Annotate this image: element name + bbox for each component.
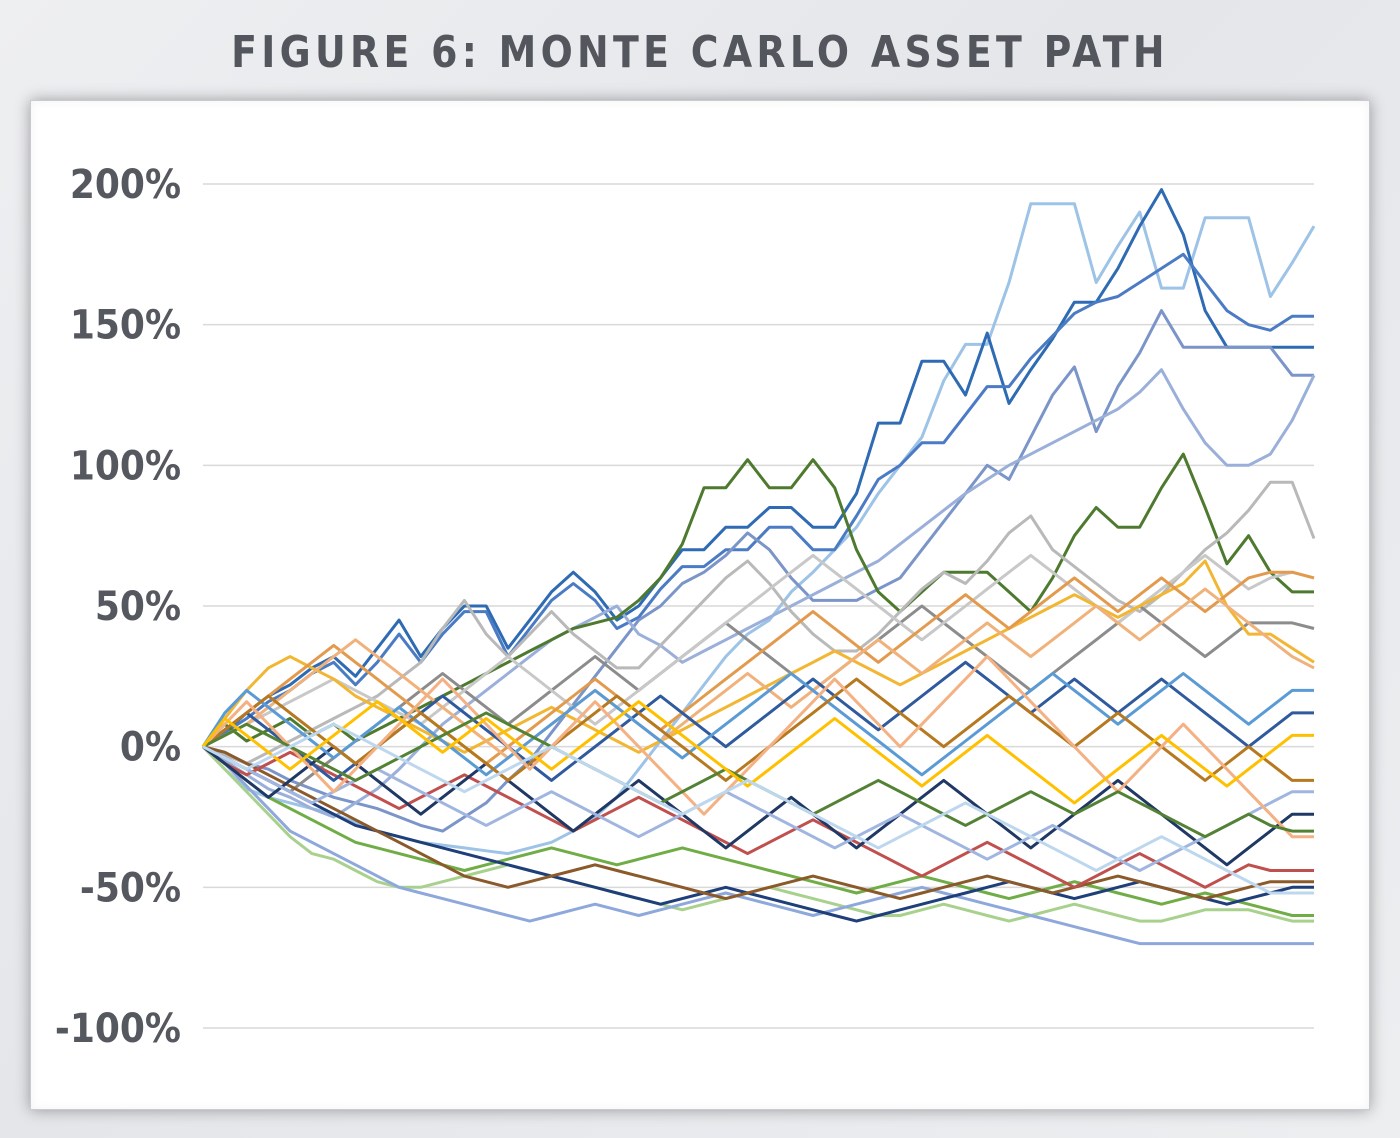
series-line-14 xyxy=(202,745,1314,917)
chart-frame: 200% 150% 100% 50% 0% -50% -100% xyxy=(30,100,1370,1110)
series-line-3 xyxy=(202,252,1314,748)
series-line-15 xyxy=(202,745,1314,946)
series-line-24 xyxy=(201,655,1314,839)
series-line-21 xyxy=(201,672,1314,777)
series-line-12 xyxy=(202,587,1315,760)
series-line-5 xyxy=(202,368,1316,819)
y-tick-label: -100% xyxy=(55,1006,181,1052)
y-tick-label: 150% xyxy=(70,303,181,349)
series-line-17 xyxy=(202,745,1314,901)
y-tick-label: -50% xyxy=(80,865,181,911)
series-line-11 xyxy=(202,570,1315,765)
series-line-18 xyxy=(202,745,1314,889)
series-line-27 xyxy=(202,722,1314,895)
series-line-16 xyxy=(202,745,1314,923)
figure-title: FIGURE 6: MONTE CARLO ASSET PATH SIMULAT… xyxy=(231,27,1169,148)
y-tick-label: 100% xyxy=(70,443,181,489)
series-line-2 xyxy=(202,188,1314,748)
series-line-22 xyxy=(202,745,1314,872)
series-line-23 xyxy=(202,677,1314,782)
series-line-4 xyxy=(202,309,1314,833)
line-chart: 200% 150% 100% 50% 0% -50% -100% xyxy=(55,162,1316,1052)
series-line-9 xyxy=(202,553,1315,749)
series-line-20 xyxy=(202,745,1314,867)
series-lines xyxy=(201,188,1316,946)
grid-lines xyxy=(203,183,1314,1029)
y-tick-label: 200% xyxy=(70,162,181,208)
series-line-6 xyxy=(201,452,1314,748)
y-tick-label: 0% xyxy=(120,725,181,771)
series-line-10 xyxy=(201,559,1315,754)
y-tick-label: 50% xyxy=(95,584,181,630)
y-axis-tick-labels: 200% 150% 100% 50% 0% -50% -100% xyxy=(55,162,181,1052)
series-line-26 xyxy=(201,700,1314,805)
